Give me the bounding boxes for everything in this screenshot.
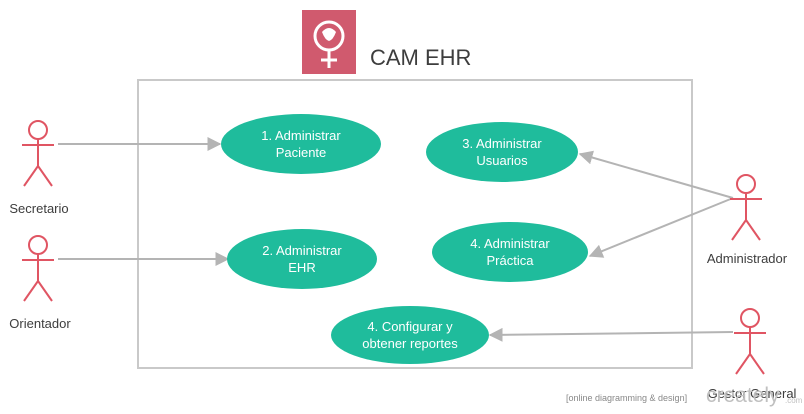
edge-admin-uc4 [588, 197, 734, 258]
app-logo [302, 10, 356, 74]
diagram-title: CAM EHR [370, 45, 472, 70]
actor-gestor-figure [734, 308, 766, 375]
edge-admin-uc3 [578, 150, 734, 199]
actor-label-administrador: Administrador [706, 251, 788, 266]
use-case-administrar-paciente[interactable]: 1. Administrar Paciente [221, 114, 381, 174]
actor-label-gestor: Gestor General [707, 386, 797, 401]
footer-tagline: [online diagramming & design] [566, 393, 688, 403]
use-case-configurar-reportes[interactable]: 4. Configurar y obtener reportes [331, 306, 489, 364]
creately-brand-suffix: .com [785, 396, 803, 405]
use-case-administrar-ehr[interactable]: 2. Administrar EHR [227, 229, 377, 289]
creately-brand: creately [706, 384, 780, 407]
use-case-administrar-usuarios[interactable]: 3. Administrar Usuarios [426, 122, 578, 182]
actor-secretario-figure [22, 120, 54, 187]
actor-orientador-figure [22, 235, 54, 302]
actor-label-orientador: Orientador [9, 316, 71, 331]
edge-gestor-uc5 [488, 327, 734, 342]
actor-label-secretario: Secretario [9, 201, 69, 216]
use-case-administrar-practica[interactable]: 4. Administrar Práctica [432, 222, 588, 282]
actor-administrador-figure [730, 174, 762, 241]
system-boundary [137, 79, 693, 369]
